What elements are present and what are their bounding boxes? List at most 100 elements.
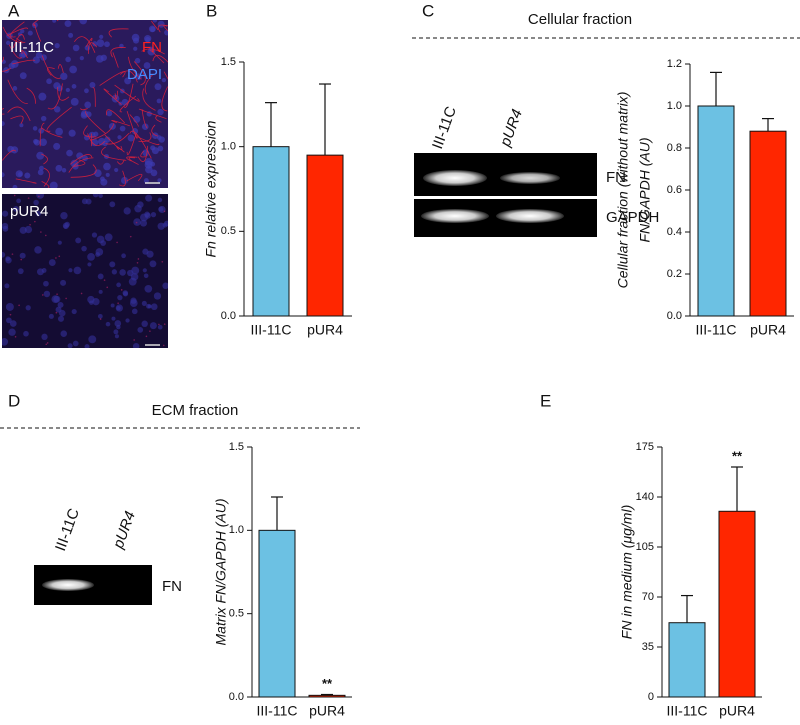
fibre xyxy=(15,178,37,184)
nucleus xyxy=(109,201,116,208)
nucleus xyxy=(65,87,71,93)
nucleus xyxy=(110,303,115,308)
fibre xyxy=(123,83,134,108)
bar xyxy=(718,510,756,698)
panel-label: D xyxy=(8,391,20,410)
speck xyxy=(13,194,16,197)
nucleus xyxy=(91,232,98,238)
fibre xyxy=(70,164,97,178)
band-label: FN xyxy=(162,578,182,595)
speck xyxy=(58,255,61,258)
fibre xyxy=(105,132,130,145)
nucleus xyxy=(158,136,165,143)
nucleus xyxy=(157,108,164,116)
nucleus xyxy=(84,88,89,94)
speck xyxy=(34,210,37,213)
y-axis-label: Matrix FN/GAPDH (AU) xyxy=(213,499,229,646)
nucleus xyxy=(23,330,29,337)
fibre xyxy=(2,67,11,72)
speck xyxy=(135,221,138,224)
fibre xyxy=(41,153,48,165)
nucleus xyxy=(124,77,132,85)
y-tick-label: 70 xyxy=(642,591,654,603)
nucleus xyxy=(97,273,104,280)
nucleus xyxy=(19,252,26,259)
nucleus xyxy=(97,313,103,319)
nucleus xyxy=(157,324,163,330)
x-tick-label: pUR4 xyxy=(309,703,345,719)
fibre xyxy=(46,106,72,132)
nucleus xyxy=(129,299,138,307)
nucleus xyxy=(150,161,156,167)
significance: ** xyxy=(322,676,333,691)
fibre xyxy=(126,156,138,162)
image-label: III-11C xyxy=(10,39,54,56)
nucleus xyxy=(35,210,42,217)
nucleus xyxy=(17,32,22,37)
nucleus xyxy=(150,303,158,311)
fibre xyxy=(106,109,126,124)
nucleus xyxy=(157,20,165,28)
fibre xyxy=(114,90,119,100)
nucleus xyxy=(103,162,111,171)
nucleus xyxy=(12,184,18,188)
speck xyxy=(11,253,14,255)
fibre xyxy=(57,87,70,101)
speck xyxy=(106,286,109,289)
image-label: pUR4 xyxy=(10,203,48,220)
nucleus xyxy=(96,39,105,47)
nucleus xyxy=(92,298,100,306)
nucleus xyxy=(64,221,70,228)
nucleus xyxy=(164,220,168,227)
fibre xyxy=(32,20,39,26)
lane-label: pUR4 xyxy=(497,107,526,150)
nucleus xyxy=(71,83,77,89)
nucleus xyxy=(88,335,97,344)
nucleus xyxy=(79,20,88,25)
nucleus xyxy=(109,261,116,268)
fibre xyxy=(74,36,96,53)
micrograph-texture xyxy=(2,20,168,188)
nucleus xyxy=(68,268,73,273)
nucleus xyxy=(111,316,116,321)
fibre xyxy=(10,115,24,124)
nucleus xyxy=(55,306,62,313)
y-tick-label: 175 xyxy=(636,441,654,453)
nucleus xyxy=(96,235,105,244)
nucleus xyxy=(89,300,94,305)
fibre xyxy=(111,119,130,127)
speck xyxy=(158,323,160,326)
fibre xyxy=(144,73,154,95)
y-axis-label: Cellular fraction (without matrix) xyxy=(615,92,631,289)
nucleus xyxy=(75,237,82,244)
fibre xyxy=(12,34,25,49)
y-axis-label: FN in medium (μg/ml) xyxy=(619,505,635,639)
speck xyxy=(14,335,17,338)
speck xyxy=(163,210,166,213)
nucleus xyxy=(5,302,14,311)
nucleus xyxy=(149,322,157,330)
nucleus xyxy=(99,34,104,39)
fibre xyxy=(47,83,63,110)
nucleus xyxy=(100,54,107,61)
nucleus xyxy=(157,197,163,203)
fibre xyxy=(90,123,115,141)
nucleus xyxy=(57,240,62,245)
fibre xyxy=(12,59,36,65)
speck xyxy=(103,279,106,281)
nucleus xyxy=(154,83,162,91)
fibre xyxy=(151,124,158,137)
y-tick-label: 105 xyxy=(636,541,654,553)
speck xyxy=(34,220,36,223)
y-tick-label: 0.2 xyxy=(667,268,682,280)
nucleus xyxy=(141,300,147,306)
x-tick-label: pUR4 xyxy=(750,322,786,338)
y-tick-label: 1.0 xyxy=(667,100,682,112)
fibre xyxy=(119,170,126,187)
fibre xyxy=(141,48,165,55)
y-tick-label: 0 xyxy=(648,691,654,703)
fibre xyxy=(152,54,168,63)
fibre xyxy=(2,149,17,161)
nucleus xyxy=(53,142,61,150)
